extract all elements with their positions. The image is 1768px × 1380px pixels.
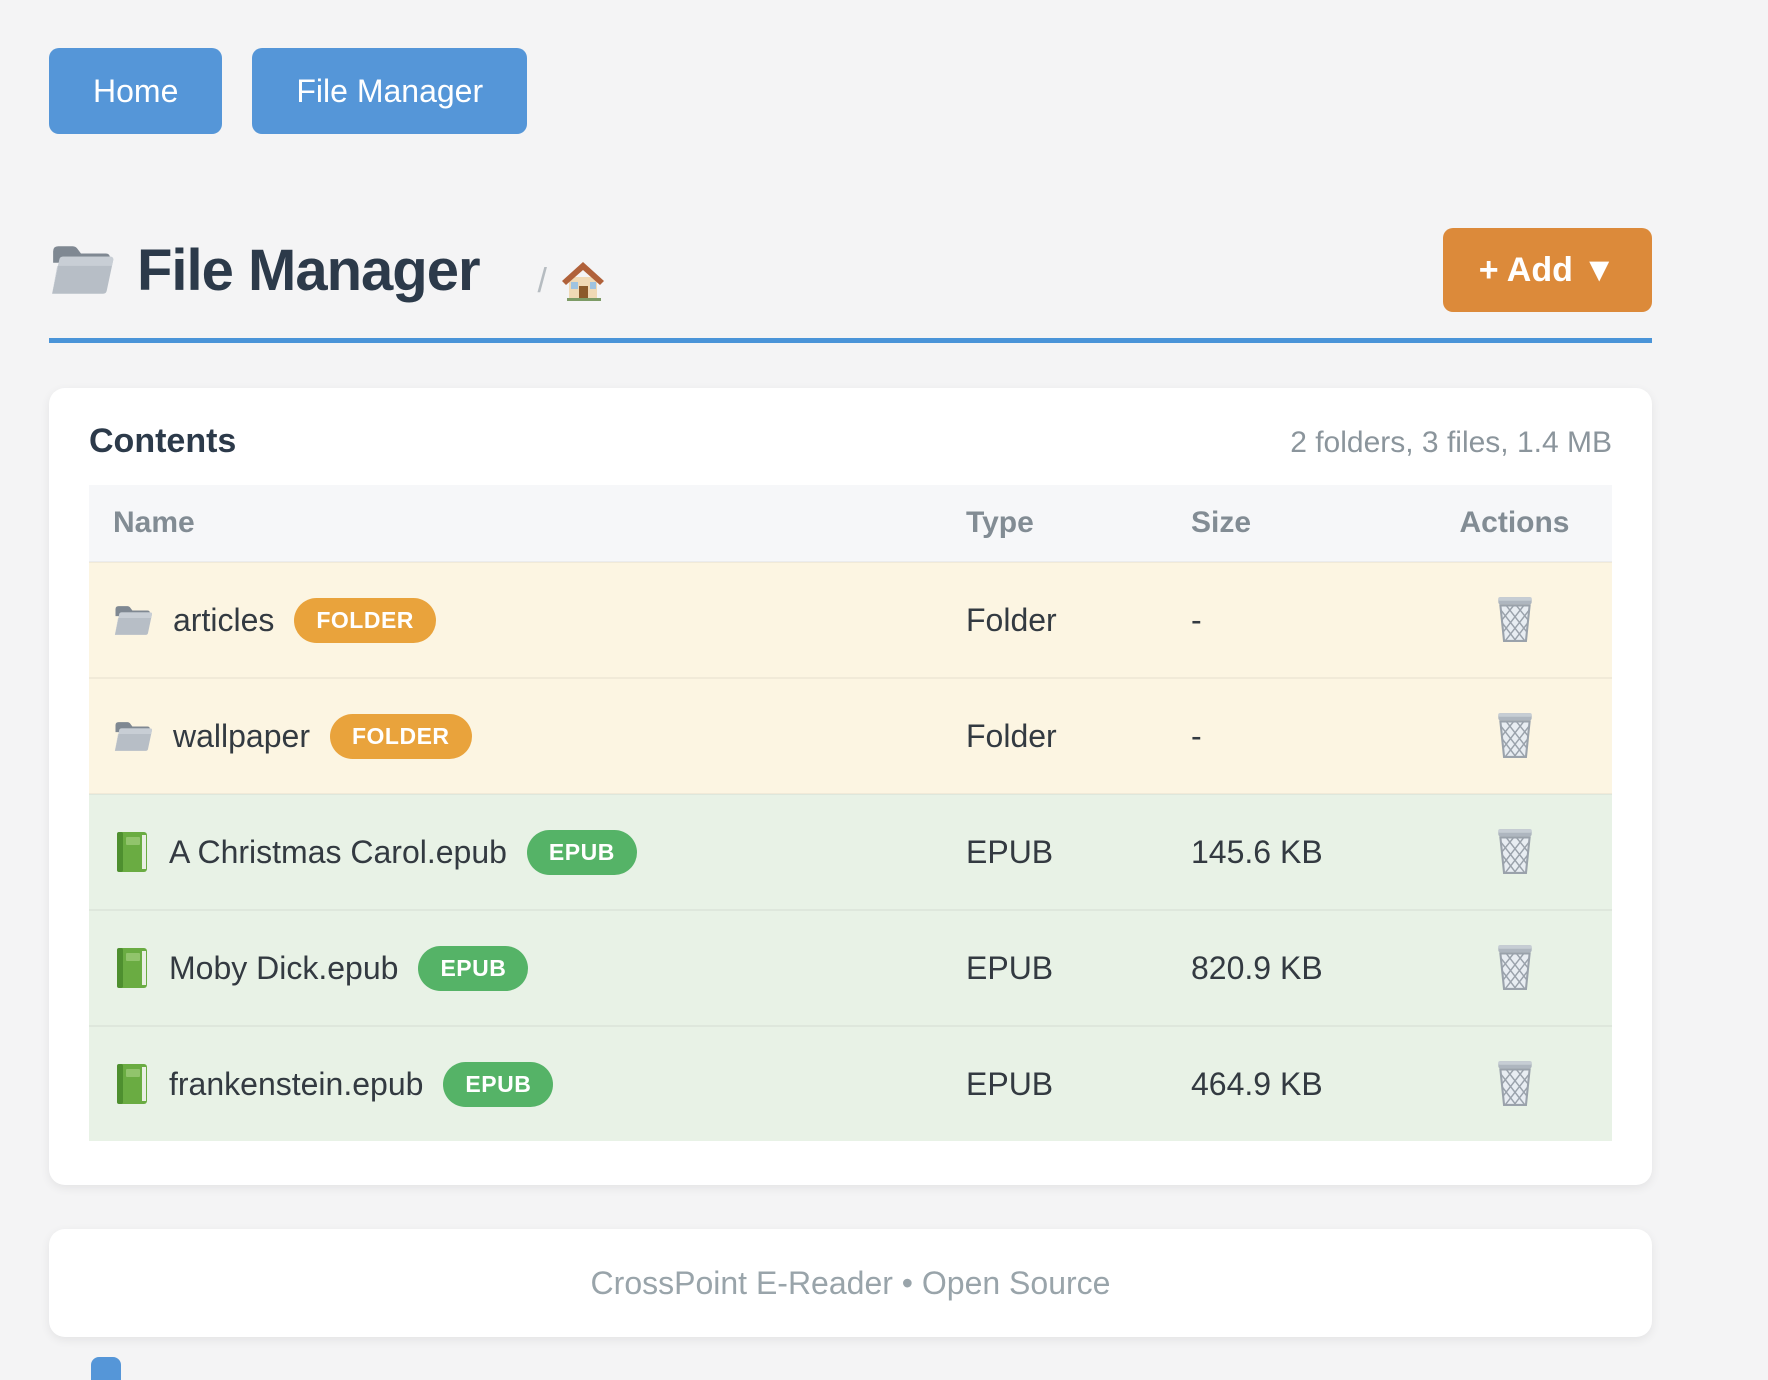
trash-icon (1494, 711, 1536, 759)
folder-icon (113, 603, 153, 638)
nav-home-button[interactable]: Home (49, 48, 223, 134)
contents-summary: 2 folders, 3 files, 1.4 MB (1290, 426, 1612, 459)
contents-card-header: Contents 2 folders, 3 files, 1.4 MB (89, 422, 1612, 461)
file-type: EPUB (942, 1025, 1167, 1141)
breadcrumb: / (538, 260, 605, 302)
file-type: EPUB (942, 793, 1167, 910)
contents-heading: Contents (89, 422, 237, 460)
file-type: Folder (942, 561, 1167, 678)
green-book-icon (113, 946, 149, 990)
column-header-type: Type (942, 485, 1167, 562)
page-title: File Manager (137, 237, 481, 303)
partially-visible-element[interactable] (91, 1357, 121, 1380)
file-type: Folder (942, 677, 1167, 794)
file-table-header: Name Type Size Actions (89, 485, 1612, 562)
delete-button[interactable] (1488, 705, 1542, 765)
delete-button[interactable] (1488, 821, 1542, 881)
column-header-size: Size (1167, 485, 1417, 562)
file-table: Name Type Size Actions articles (89, 485, 1612, 1141)
trash-icon (1494, 1059, 1536, 1107)
type-badge: FOLDER (294, 597, 436, 643)
add-button[interactable]: + Add ▼ (1442, 228, 1652, 312)
page-header: File Manager / + Add ▼ (49, 228, 1652, 312)
table-row: frankenstein.epub EPUB EPUB 464.9 KB (89, 1025, 1612, 1141)
type-badge: EPUB (526, 829, 637, 875)
trash-icon (1494, 595, 1536, 643)
table-row: A Christmas Carol.epub EPUB EPUB 145.6 K… (89, 793, 1612, 910)
contents-card: Contents 2 folders, 3 files, 1.4 MB Name… (49, 388, 1652, 1185)
delete-button[interactable] (1488, 1053, 1542, 1113)
house-icon[interactable] (561, 260, 605, 302)
folder-icon (49, 242, 115, 298)
file-name[interactable]: Moby Dick.epub (169, 949, 399, 986)
delete-button[interactable] (1488, 589, 1542, 649)
footer: CrossPoint E-Reader • Open Source (49, 1229, 1652, 1337)
type-badge: EPUB (418, 945, 529, 991)
type-badge: FOLDER (329, 713, 472, 759)
file-type: EPUB (942, 909, 1167, 1026)
column-header-actions: Actions (1417, 485, 1612, 562)
file-name[interactable]: wallpaper (173, 717, 310, 754)
file-name[interactable]: A Christmas Carol.epub (169, 833, 507, 870)
footer-text: CrossPoint E-Reader • Open Source (590, 1264, 1111, 1301)
file-size: - (1167, 561, 1417, 678)
page-container: Home File Manager File Manager / (49, 0, 1652, 1337)
file-name[interactable]: articles (173, 601, 275, 638)
green-book-icon (113, 1062, 149, 1106)
accent-divider (49, 338, 1652, 343)
file-size: - (1167, 677, 1417, 794)
file-size: 820.9 KB (1167, 909, 1417, 1026)
table-row: articles FOLDER Folder - (89, 561, 1612, 678)
green-book-icon (113, 830, 149, 874)
breadcrumb-separator: / (537, 261, 547, 300)
file-size: 464.9 KB (1167, 1025, 1417, 1141)
file-size: 145.6 KB (1167, 793, 1417, 910)
column-header-name: Name (89, 485, 942, 562)
file-name[interactable]: frankenstein.epub (169, 1065, 424, 1102)
trash-icon (1494, 943, 1536, 991)
type-badge: EPUB (443, 1061, 554, 1107)
table-row: wallpaper FOLDER Folder - (89, 677, 1612, 794)
top-nav: Home File Manager (49, 48, 1652, 134)
delete-button[interactable] (1488, 937, 1542, 997)
folder-icon (113, 719, 153, 754)
trash-icon (1494, 827, 1536, 875)
nav-file-manager-button[interactable]: File Manager (252, 48, 528, 134)
table-row: Moby Dick.epub EPUB EPUB 820.9 KB (89, 909, 1612, 1026)
title-group: File Manager / (49, 237, 605, 304)
